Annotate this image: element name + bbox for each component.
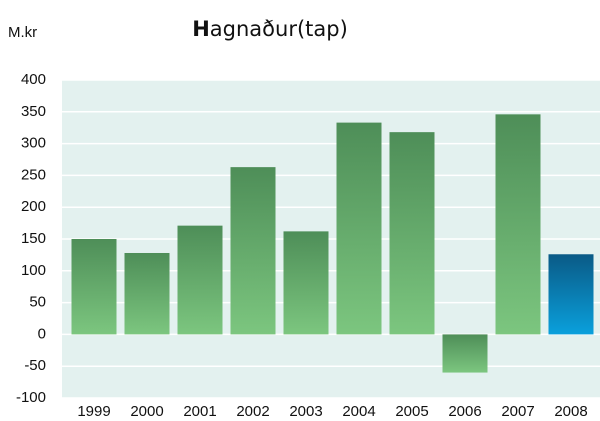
bar [177, 225, 223, 335]
y-tick-label: 150 [21, 230, 46, 247]
bar [230, 167, 276, 335]
x-tick-label: 2002 [236, 403, 269, 420]
x-tick-label: 2005 [395, 403, 428, 420]
bar [389, 132, 435, 335]
y-tick-label: 350 [21, 103, 46, 120]
bar [71, 239, 117, 335]
y-tick-label: -100 [16, 389, 46, 406]
x-tick-label: 2000 [130, 403, 163, 420]
y-tick-label: 300 [21, 135, 46, 152]
chart-title: Hagnaður(tap) [192, 17, 348, 41]
x-tick-label: 2007 [501, 403, 534, 420]
x-tick-label: 2008 [554, 403, 587, 420]
bar [442, 334, 488, 373]
y-tick-label: 250 [21, 166, 46, 183]
bar [548, 254, 594, 335]
y-tick-label: 100 [21, 262, 46, 279]
y-tick-label: 200 [21, 198, 46, 215]
bar [283, 231, 329, 335]
y-tick-label: 0 [38, 325, 46, 342]
bar [124, 252, 170, 335]
y-tick-label: 50 [29, 294, 46, 311]
x-tick-label: 2003 [289, 403, 322, 420]
y-tick-label: -50 [24, 357, 46, 374]
y-axis-label: M.kr [8, 24, 37, 41]
x-tick-label: 2006 [448, 403, 481, 420]
x-tick-label: 1999 [77, 403, 110, 420]
bar [336, 122, 382, 335]
y-tick-label: 400 [21, 71, 46, 88]
x-tick-label: 2004 [342, 403, 375, 420]
bar [495, 114, 541, 335]
x-tick-label: 2001 [183, 403, 216, 420]
